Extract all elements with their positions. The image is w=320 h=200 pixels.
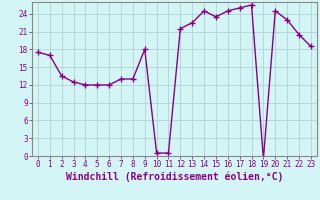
X-axis label: Windchill (Refroidissement éolien,°C): Windchill (Refroidissement éolien,°C) [66, 172, 283, 182]
